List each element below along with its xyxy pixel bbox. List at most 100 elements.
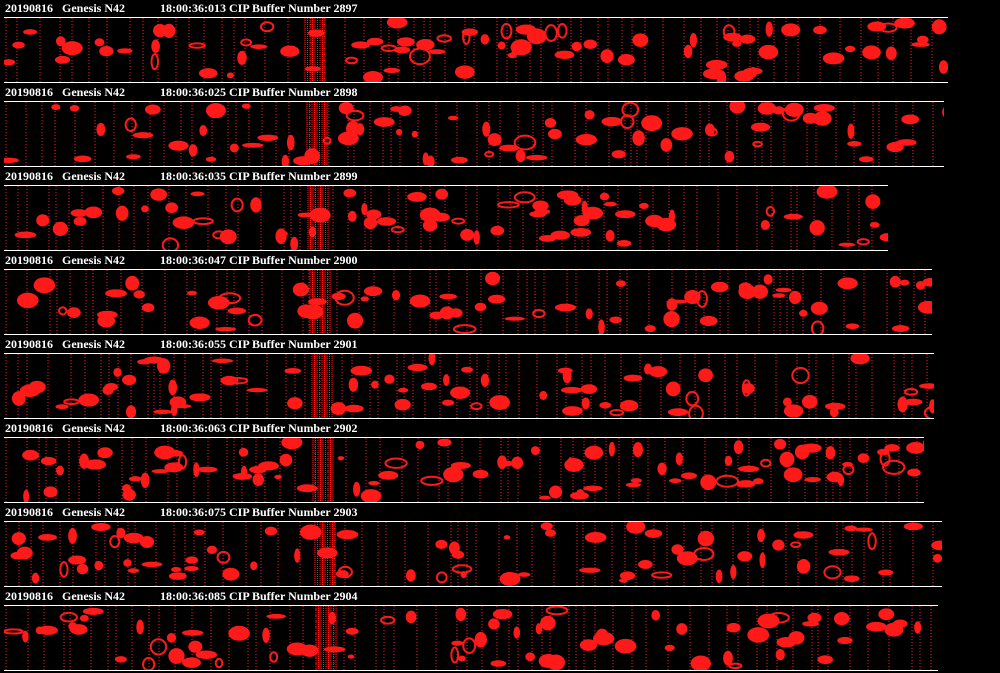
particle-shadow (525, 652, 536, 662)
particle-shadow (240, 38, 252, 47)
particle-shadow (504, 316, 525, 321)
particle-shadow (837, 474, 845, 487)
particle-shadow (767, 612, 790, 624)
particle-shadow (97, 447, 113, 459)
strip-bottom-rule (4, 82, 948, 83)
buffer-header: 20190816 Genesis N42 18:00:36:063 CIP Buff… (0, 420, 1000, 436)
particle-shadow (517, 572, 531, 577)
particle-shadow (226, 72, 235, 79)
particle-shadow (534, 208, 551, 215)
particle-shadow (630, 478, 642, 483)
probe-name: Genesis N42 (62, 421, 125, 435)
particle-shadow (651, 571, 673, 579)
particle-shadow (488, 618, 500, 630)
particle-shadow (715, 474, 740, 488)
particle-shadow (237, 50, 247, 65)
particle-shadow (632, 442, 644, 458)
particle-shadow (644, 325, 656, 333)
particle-shadow (487, 133, 502, 147)
particle-shadow (538, 234, 557, 242)
particle-shadow (322, 136, 332, 145)
particle-shadow (302, 304, 324, 320)
particle-shadow (843, 575, 860, 582)
particle-shadow (73, 155, 92, 163)
particle-shadow (842, 461, 853, 467)
particle-shadow (140, 472, 150, 488)
particle-shadow (360, 489, 382, 502)
particle-shadow (150, 188, 167, 201)
particle-shadow (111, 186, 125, 195)
particle-shadow (879, 450, 891, 467)
strip-bottom-rule (4, 166, 944, 167)
particle-shadow (747, 627, 770, 643)
particle-shadow (161, 237, 180, 250)
particle-shadow (595, 628, 609, 643)
buffer-header: 20190816 Genesis N42 18:00:36:047 CIP Buff… (0, 252, 1000, 268)
particle-shadow (544, 529, 557, 537)
particle-shadow (105, 289, 127, 298)
particle-shadow (188, 42, 206, 49)
particle-shadow (696, 290, 708, 308)
particle-shadow (689, 33, 698, 48)
particle-shadow (668, 478, 682, 483)
particle-shadow (259, 21, 275, 33)
particle-shadow (366, 209, 382, 220)
particle-shadow (474, 302, 487, 312)
particle-shadow (644, 529, 663, 538)
particle-shadow (447, 115, 459, 121)
particle-shadow (763, 274, 773, 285)
buffer-header: 20190816 Genesis N42 18:00:36:085 CIP Buff… (0, 588, 1000, 604)
particle-shadow (360, 296, 369, 302)
particle-shadow (583, 485, 603, 492)
particle-shadow (166, 632, 177, 643)
particle-shadow (28, 380, 46, 394)
particle-shadow (889, 275, 901, 288)
particle-shadow (123, 532, 144, 544)
particle-shadow (844, 45, 856, 53)
particle-shadow (664, 644, 675, 652)
particle-shadow (609, 409, 625, 417)
particle-shadow (36, 214, 50, 227)
particle-shadow (562, 406, 583, 416)
particle-shadow (73, 216, 87, 226)
particle-shadow (796, 559, 811, 574)
particle-shadow (129, 476, 142, 482)
particle-images (4, 606, 932, 670)
particle-shadow (783, 404, 804, 418)
particle-shadow (334, 289, 355, 306)
particle-shadow (407, 363, 428, 372)
particle-shadow (601, 116, 623, 127)
particle-shadow (22, 630, 29, 643)
particle-shadow (615, 210, 636, 219)
particle-shadow (480, 373, 490, 387)
particle-shadow (603, 201, 617, 207)
particle-shadow (619, 114, 635, 130)
particle-shadow (619, 399, 639, 412)
particle-shadow (331, 292, 346, 301)
particle-shadow (810, 301, 828, 315)
particle-shadow (583, 39, 597, 50)
probe-name: Genesis N42 (62, 505, 125, 519)
particle-shadow (503, 535, 511, 540)
particle-shadow (452, 324, 477, 334)
particle-image-strip (4, 185, 888, 251)
particle-shadow (639, 202, 649, 209)
particle-shadow (497, 41, 506, 50)
particle-shadow (435, 188, 449, 200)
particle-shadow (415, 440, 425, 450)
particle-images (5, 354, 934, 418)
particle-shadow (416, 39, 435, 51)
buffer-panel: 20190816 Genesis N42 18:00:36:035 CIP Buff… (0, 168, 1000, 252)
particle-shadow (699, 315, 718, 326)
strip-bottom-rule (4, 418, 934, 419)
particle-shadow (922, 277, 932, 287)
particle-shadow (680, 472, 697, 480)
particle-shadow (571, 41, 582, 52)
particle-shadow (490, 225, 505, 236)
buffer-time-label: 18:00:36:047 CIP Buffer Number 2900 (160, 253, 358, 267)
particle-shadow (216, 550, 231, 564)
particle-shadow (355, 123, 365, 136)
particle-shadow (451, 217, 466, 225)
particle-shadow (760, 219, 770, 231)
